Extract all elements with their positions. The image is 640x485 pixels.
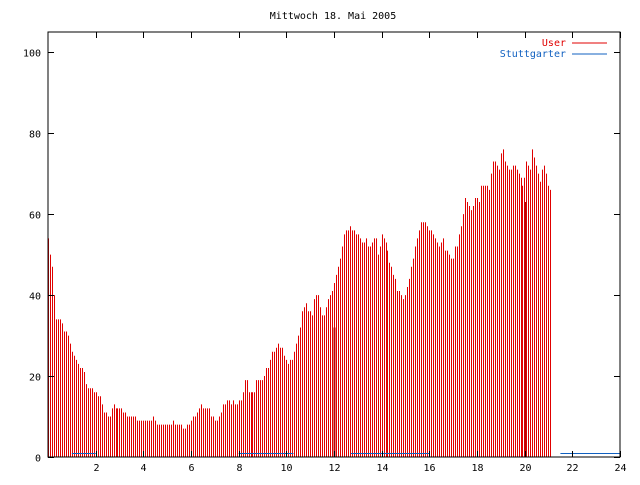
y-tick-label: 80 (29, 130, 41, 141)
legend-label-user: User (542, 38, 566, 49)
bars-layer (48, 149, 551, 457)
x-tick-label: 8 (236, 463, 242, 474)
x-axis: 2 4 6 8 10 12 14 16 18 20 22 24 (93, 32, 627, 474)
x-tick-label: 2 (93, 463, 99, 474)
legend-label-stuttgarter: Stuttgarter (500, 49, 566, 60)
y-tick-label: 60 (29, 211, 41, 222)
x-tick-label: 14 (376, 463, 388, 474)
x-tick-label: 6 (188, 463, 194, 474)
x-tick-label: 4 (140, 463, 146, 474)
y-tick-label: 100 (23, 49, 41, 60)
x-tick-label: 20 (519, 463, 531, 474)
x-tick-label: 24 (614, 463, 626, 474)
x-tick-label: 22 (566, 463, 578, 474)
y-tick-label: 40 (29, 292, 41, 303)
chart-title: Mittwoch 18. Mai 2005 (270, 11, 396, 22)
legend: User Stuttgarter (500, 38, 607, 60)
y-axis: 0 20 40 60 80 100 (23, 49, 620, 465)
y-tick-label: 0 (35, 454, 41, 465)
x-tick-label: 12 (328, 463, 340, 474)
y-tick-label: 20 (29, 373, 41, 384)
x-tick-label: 16 (423, 463, 435, 474)
x-tick-label: 18 (471, 463, 483, 474)
x-tick-label: 10 (280, 463, 292, 474)
